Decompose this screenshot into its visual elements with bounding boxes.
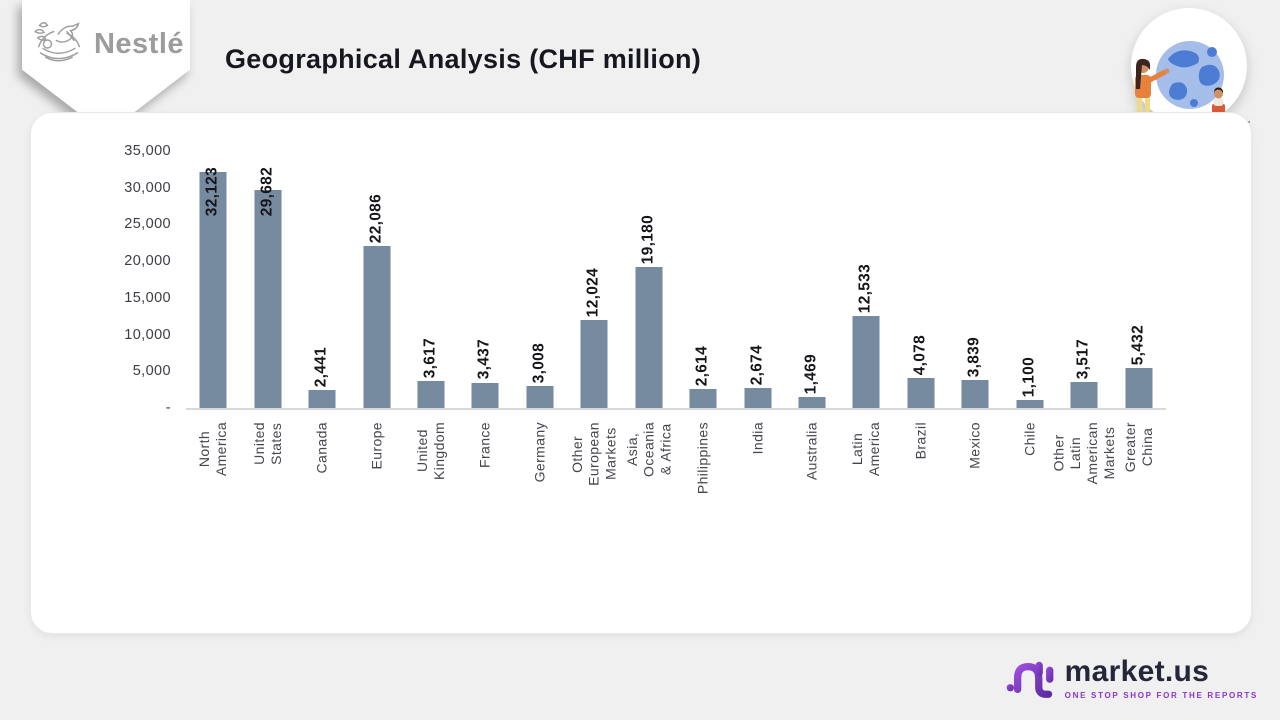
category-label: Philippines (694, 422, 711, 495)
category-label: Australia (803, 422, 820, 481)
y-tick-label: 10,000 (124, 326, 171, 343)
bar-value-label: 2,614 (693, 345, 711, 386)
woman-figure (1135, 58, 1170, 122)
nestle-bird-nest-icon (34, 22, 81, 62)
bar-value-label: 1,469 (802, 353, 820, 395)
bar (363, 245, 391, 408)
bar (852, 315, 880, 408)
bar-group: 1,469 Australia (785, 151, 839, 480)
bar (689, 388, 717, 408)
y-tick-label: 15,000 (124, 289, 171, 306)
bar (1070, 382, 1098, 408)
bar (1016, 399, 1044, 408)
bar (471, 382, 499, 408)
bar (798, 397, 826, 408)
bar-group: 1,100 Chile (1003, 151, 1057, 456)
bar (580, 319, 608, 408)
bar-group: 2,674 India (730, 151, 784, 454)
category-label: Chile (1021, 422, 1038, 456)
page-title: Geographical Analysis (CHF million) (225, 44, 702, 74)
bar-value-label: 3,517 (1074, 338, 1092, 380)
marketus-logo: market.us ONE STOP SHOP FOR THE REPORTS (1003, 652, 1258, 704)
bar-value-label: 19,180 (639, 214, 657, 265)
category-label: Other European Markets (569, 422, 619, 486)
bar-group: 22,086 Europe (349, 151, 403, 470)
bar-value-label: 3,617 (421, 338, 439, 379)
bar (744, 388, 772, 408)
bar-value-label: 22,086 (367, 193, 385, 243)
bar (308, 390, 336, 408)
category-label: Canada (313, 422, 330, 474)
bar (254, 190, 282, 408)
y-tick-label: 30,000 (124, 179, 171, 196)
plot-area: 32,123 North America 29,682 United States 2,… (186, 151, 1166, 494)
category-label: United Kingdom (414, 421, 447, 481)
bar-value-label: 3,437 (476, 339, 494, 380)
bar-value-label: 12,024 (584, 267, 602, 317)
category-label: Brazil (912, 422, 929, 460)
category-label: Latin America (849, 421, 883, 477)
bar (526, 385, 554, 408)
bar-group: 12,024 Other European Markets (567, 151, 621, 486)
category-label: France (477, 422, 494, 468)
globe-icon (1156, 41, 1224, 109)
bar-group: 19,180 Asia, Oceania & Africa (622, 151, 676, 477)
marketus-m-icon (1006, 661, 1054, 698)
bar-group: 29,682 United States (240, 151, 294, 465)
category-label: United States (250, 422, 284, 465)
bar-value-label: 2,674 (748, 345, 766, 386)
bar-value-label: 29,682 (258, 166, 276, 216)
marketus-wordmark: market.us (1064, 654, 1210, 688)
bar (417, 381, 445, 408)
y-tick-label: 35,000 (124, 143, 171, 159)
bar (961, 379, 989, 408)
bar-group: 5,432 Greater China (1111, 151, 1165, 472)
bar-value-label: 3,008 (530, 342, 548, 383)
bar-group: 3,008 Germany (513, 151, 567, 482)
category-label: North America (196, 421, 230, 477)
nestle-badge: Nestlé (22, 0, 190, 134)
y-tick-label: 25,000 (124, 216, 171, 233)
bar (907, 378, 935, 408)
marketus-tagline: ONE STOP SHOP FOR THE REPORTS (1064, 690, 1258, 700)
bar-value-label: 5,432 (1129, 324, 1147, 366)
y-tick-label: - (165, 400, 171, 416)
bar-group: 3,437 France (458, 151, 512, 468)
y-axis: 35,000 30,000 25,000 20,000 15,000 10,000 5,00… (31, 143, 171, 416)
bar-value-label: 12,533 (857, 263, 875, 313)
bar (199, 172, 227, 408)
bar-group: 12,533 Latin America (839, 151, 893, 476)
bar-group: 3,517 Other Latin American Markets (1051, 151, 1117, 484)
bar-value-label: 32,123 (203, 166, 221, 216)
category-label: Greater China (1121, 422, 1155, 473)
category-label: Europe (368, 422, 385, 470)
chart-card: 35,000 30,000 25,000 20,000 15,000 10,000 5,00… (30, 112, 1252, 634)
bar-group: 3,617 United Kingdom (404, 151, 458, 480)
bar-group: 32,123 North America (186, 151, 240, 476)
bar-value-label: 2,441 (312, 346, 330, 388)
category-label: Mexico (966, 422, 983, 469)
bar-value-label: 3,839 (966, 336, 984, 377)
y-tick-label: 20,000 (124, 253, 171, 270)
category-label: Germany (531, 422, 548, 483)
bar (1125, 368, 1153, 408)
bar-value-label: 4,078 (911, 334, 929, 376)
y-tick-label: 5,000 (132, 363, 171, 380)
category-label: Other Latin American Markets (1050, 421, 1118, 485)
bar-group: 3,839 Mexico (948, 151, 1002, 469)
category-label: India (749, 422, 766, 455)
bar (635, 267, 663, 408)
category-label: Asia, Oceania & Africa (623, 421, 674, 477)
bar-group: 4,078 Brazil (894, 151, 948, 459)
bar-group: 2,614 Philippines (676, 151, 730, 494)
bar-value-label: 1,100 (1020, 356, 1038, 397)
nestle-wordmark: Nestlé (93, 27, 185, 60)
bar-group: 2,441 Canada (295, 151, 349, 473)
